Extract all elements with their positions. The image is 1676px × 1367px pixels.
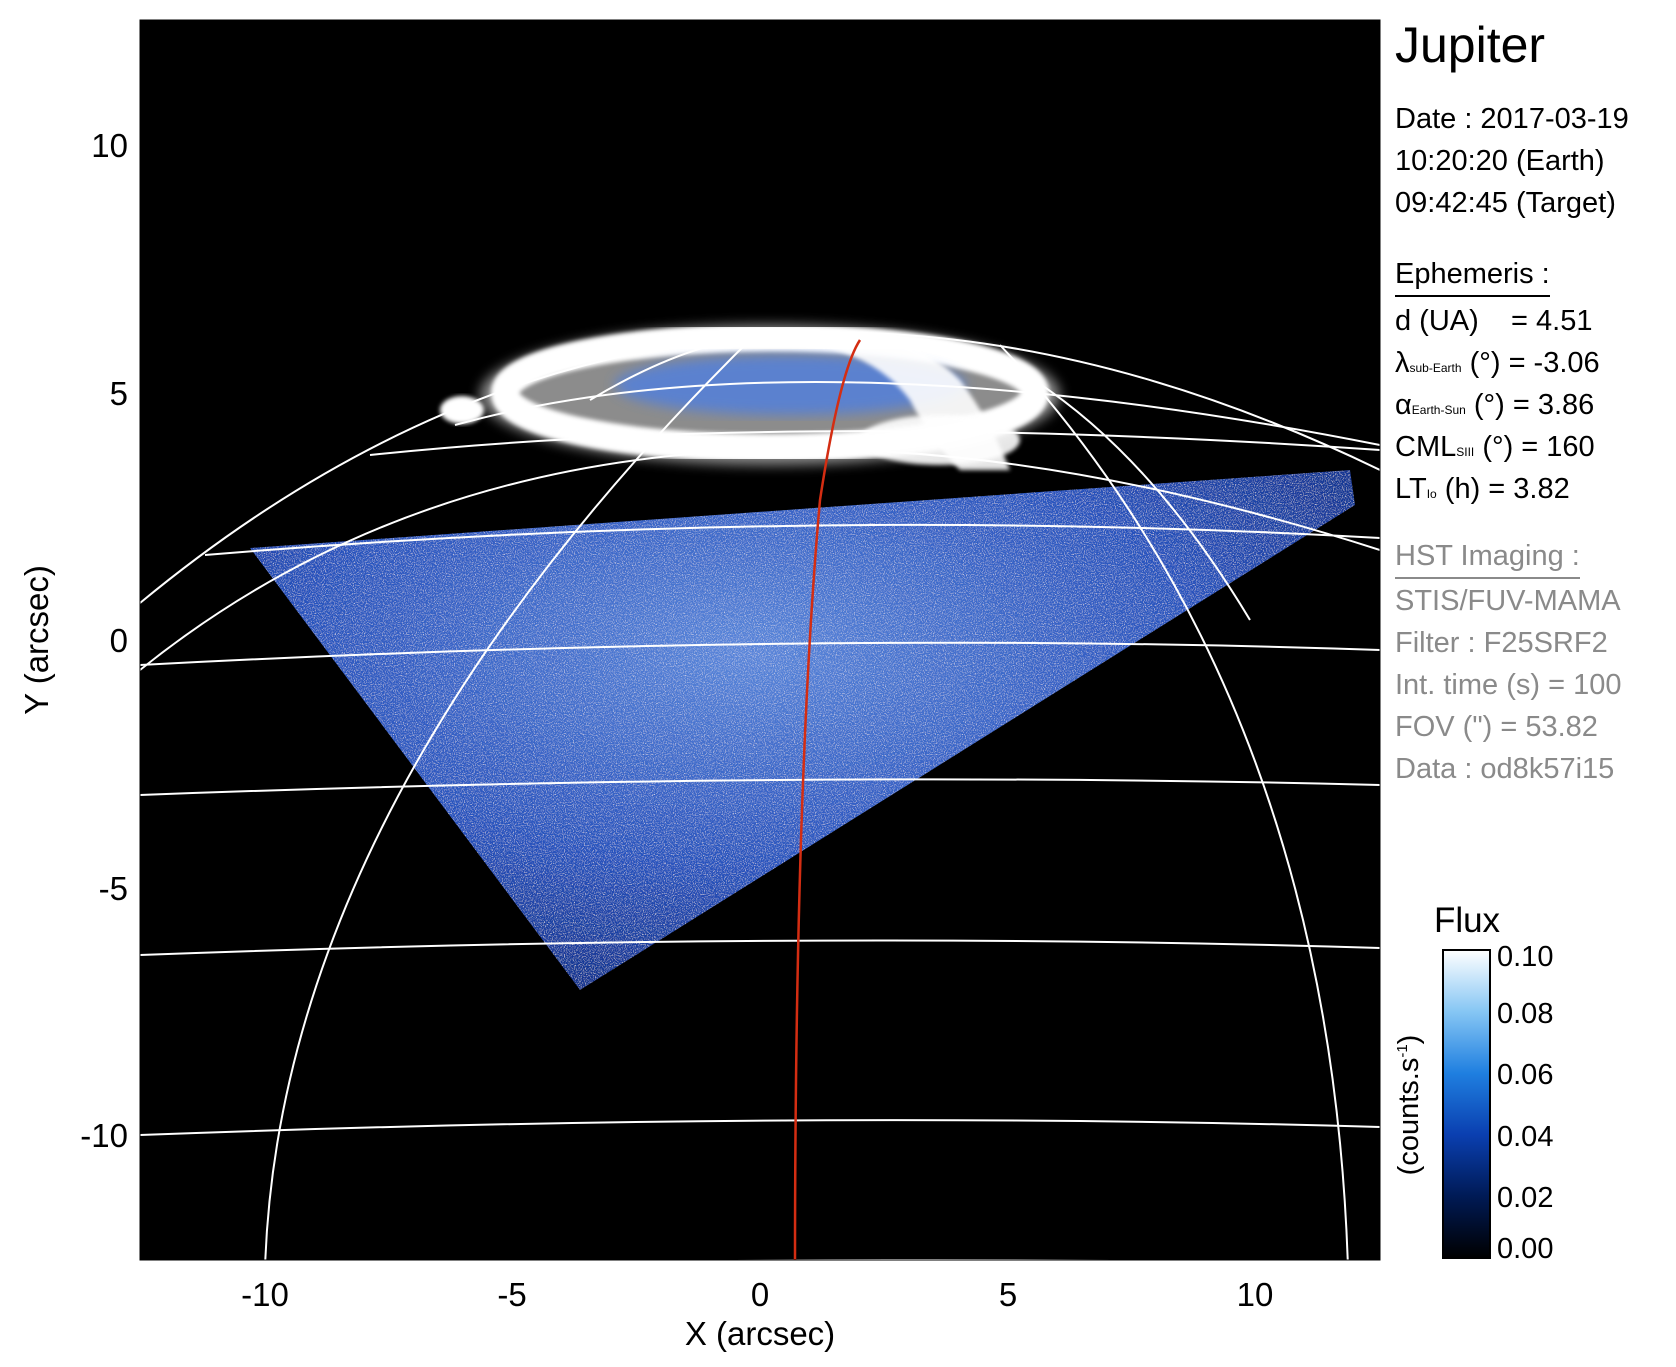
x-tick-label: -10 [241, 1276, 289, 1313]
y-tick-label: 0 [110, 622, 128, 659]
y-tick-label: -10 [80, 1117, 128, 1154]
hst-filter: Filter : F25SRF2 [1395, 627, 1608, 659]
x-tick-label: 5 [999, 1276, 1017, 1313]
x-tick-label: -5 [497, 1276, 526, 1313]
ephemeris-distance: d (UA) = 4.51 [1395, 305, 1593, 337]
colorbar-tick: 0.10 [1497, 941, 1553, 973]
colorbar-unit: (counts.s-1) [1393, 1035, 1425, 1176]
ephemeris-local-time: LTIo (h) = 3.82 [1395, 473, 1570, 505]
colorbar-tick: 0.04 [1497, 1121, 1553, 1153]
observation-frame [250, 470, 1355, 990]
ephemeris-phase-angle: αEarth-Sun (°) = 3.86 [1395, 389, 1595, 421]
hst-heading: HST Imaging : [1395, 540, 1580, 579]
io-footpath [793, 339, 862, 1260]
x-axis-label: X (arcsec) [685, 1315, 835, 1352]
colorbar-title: Flux [1434, 901, 1501, 940]
plot-frame [139, 19, 1381, 1261]
colorbar-tick: 0.06 [1497, 1059, 1553, 1091]
ephemeris-heading: Ephemeris : [1395, 258, 1550, 297]
colorbar-tick: 0.02 [1497, 1182, 1553, 1214]
target-title: Jupiter [1395, 17, 1546, 73]
x-tick-label: 0 [751, 1276, 769, 1313]
ephemeris-cml: CMLSIII (°) = 160 [1395, 431, 1595, 463]
hst-data-id: Data : od8k57i15 [1395, 753, 1615, 785]
y-tick-label: -5 [99, 870, 128, 907]
x-tick-label: 10 [1237, 1276, 1274, 1313]
y-tick-label: 5 [110, 375, 128, 412]
colorbar: Flux 0.10 0.08 0.06 0.04 0.02 0.00 (coun… [1393, 901, 1553, 1265]
date-line: Date : 2017-03-19 [1395, 103, 1629, 135]
y-axis-label: Y (arcsec) [18, 565, 55, 715]
time-earth: 10:20:20 (Earth) [1395, 145, 1605, 177]
lat-lon-grid [140, 329, 1380, 1260]
colorbar-tick: 0.08 [1497, 998, 1553, 1030]
colorbar-scale [1442, 949, 1491, 1259]
ephemeris-sub-earth-lat: λsub-Earth (°) = -3.06 [1395, 347, 1600, 379]
hst-int-time: Int. time (s) = 100 [1395, 669, 1622, 701]
hst-fov: FOV (") = 53.82 [1395, 711, 1598, 743]
y-tick-label: 10 [91, 127, 128, 164]
hst-instrument: STIS/FUV-MAMA [1395, 585, 1621, 617]
colorbar-tick: 0.00 [1497, 1233, 1553, 1265]
time-target: 09:42:45 (Target) [1395, 187, 1616, 219]
